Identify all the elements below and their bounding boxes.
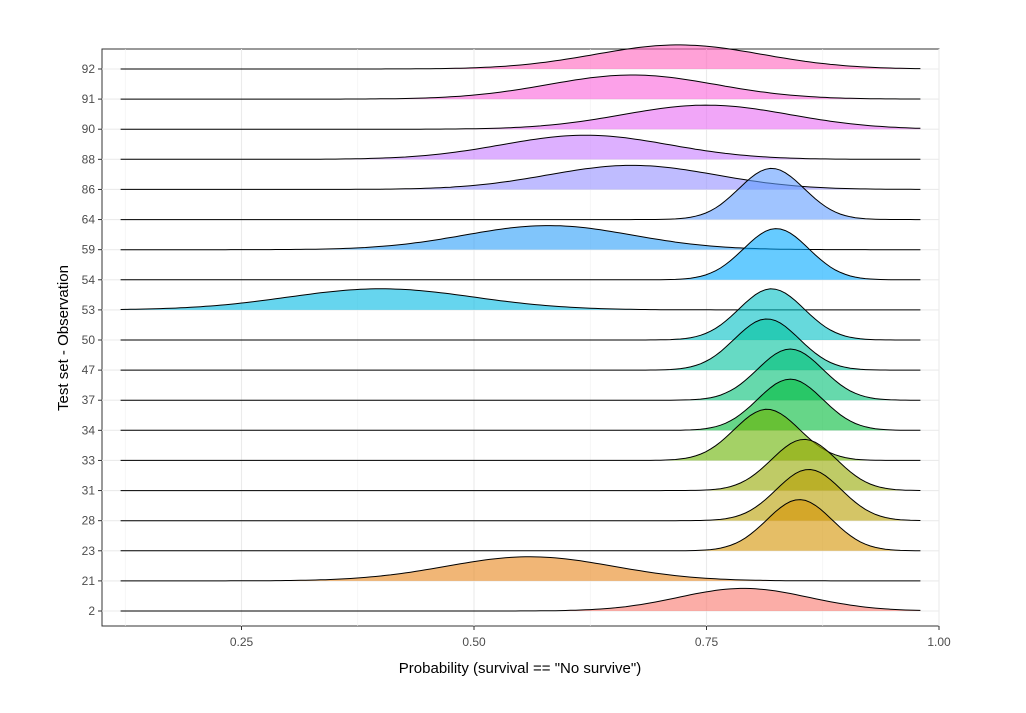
y-tick-label: 31	[82, 484, 96, 498]
y-tick-label: 88	[82, 152, 96, 166]
ridge-outline-23	[120, 499, 921, 552]
ridge-fill-28	[120, 469, 921, 521]
ridge-fill-37	[120, 349, 921, 401]
ridge-outline-31	[120, 438, 921, 492]
y-tick-label: 53	[82, 303, 96, 317]
ridge-fill-91	[120, 75, 921, 100]
y-tick-label: 28	[82, 514, 96, 528]
ridge-fill-50	[120, 288, 921, 340]
ridge-fill-31	[120, 439, 921, 491]
ridge-outline-88	[120, 134, 921, 160]
y-tick-label: 37	[82, 393, 96, 407]
y-tick-label: 91	[82, 92, 96, 106]
ridge-outline-91	[120, 74, 921, 100]
ridge-outline-64	[120, 167, 921, 221]
x-axis: 0.25 0.50 0.75 1.00	[230, 626, 951, 649]
ridges	[120, 44, 921, 612]
y-tick-label: 47	[82, 363, 96, 377]
ridge-outline-92	[120, 44, 921, 70]
y-tick-label: 2	[88, 604, 95, 618]
ridge-outline-54	[120, 228, 921, 281]
y-tick-label: 92	[82, 62, 96, 76]
ridge-fill-90	[120, 105, 921, 130]
ridge-fill-33	[120, 409, 921, 461]
ridge-outline-50	[120, 288, 921, 341]
y-tick-label: 33	[82, 453, 96, 467]
y-tick-label: 23	[82, 544, 96, 558]
ridge-fill-2	[120, 588, 921, 611]
ridge-fill-92	[120, 44, 921, 69]
x-tick-label: 1.00	[927, 635, 951, 649]
ridge-fill-34	[120, 379, 921, 431]
y-tick-label: 64	[82, 213, 96, 227]
x-axis-title: Probability (survival == "No survive")	[399, 660, 641, 677]
ridge-fill-53	[120, 288, 921, 310]
ridge-outline-33	[120, 408, 921, 461]
ridge-fill-21	[120, 556, 921, 581]
ridge-outline-90	[120, 104, 921, 130]
y-axis-title: Test set - Observation	[55, 265, 72, 411]
y-tick-label: 90	[82, 122, 96, 136]
ridge-fill-88	[120, 135, 921, 160]
x-tick-label: 0.75	[695, 635, 719, 649]
ridge-fill-59	[120, 225, 921, 250]
ridge-outline-34	[120, 378, 921, 431]
y-tick-label: 50	[82, 333, 96, 347]
y-tick-label: 86	[82, 182, 96, 196]
ridge-outline-2	[120, 587, 921, 612]
y-tick-label: 59	[82, 243, 96, 257]
ridge-fill-47	[120, 319, 921, 371]
ridge-fill-86	[120, 165, 921, 190]
x-tick-label: 0.50	[462, 635, 486, 649]
y-tick-label: 34	[82, 423, 96, 437]
ridge-fill-23	[120, 499, 921, 551]
ridge-outline-21	[120, 556, 921, 582]
ridge-outline-28	[120, 468, 921, 522]
ridge-outline-37	[120, 348, 921, 401]
ridge-fill-64	[120, 168, 921, 220]
y-tick-label: 21	[82, 574, 96, 588]
x-tick-label: 0.25	[230, 635, 254, 649]
ridge-outline-47	[120, 318, 921, 371]
y-axis: 2 21 23 28 31 33 34 37 47 50 53 54 59 64 86 88 90 91 92	[82, 62, 102, 618]
ridge-fill-54	[120, 228, 921, 280]
y-tick-label: 54	[82, 273, 96, 287]
